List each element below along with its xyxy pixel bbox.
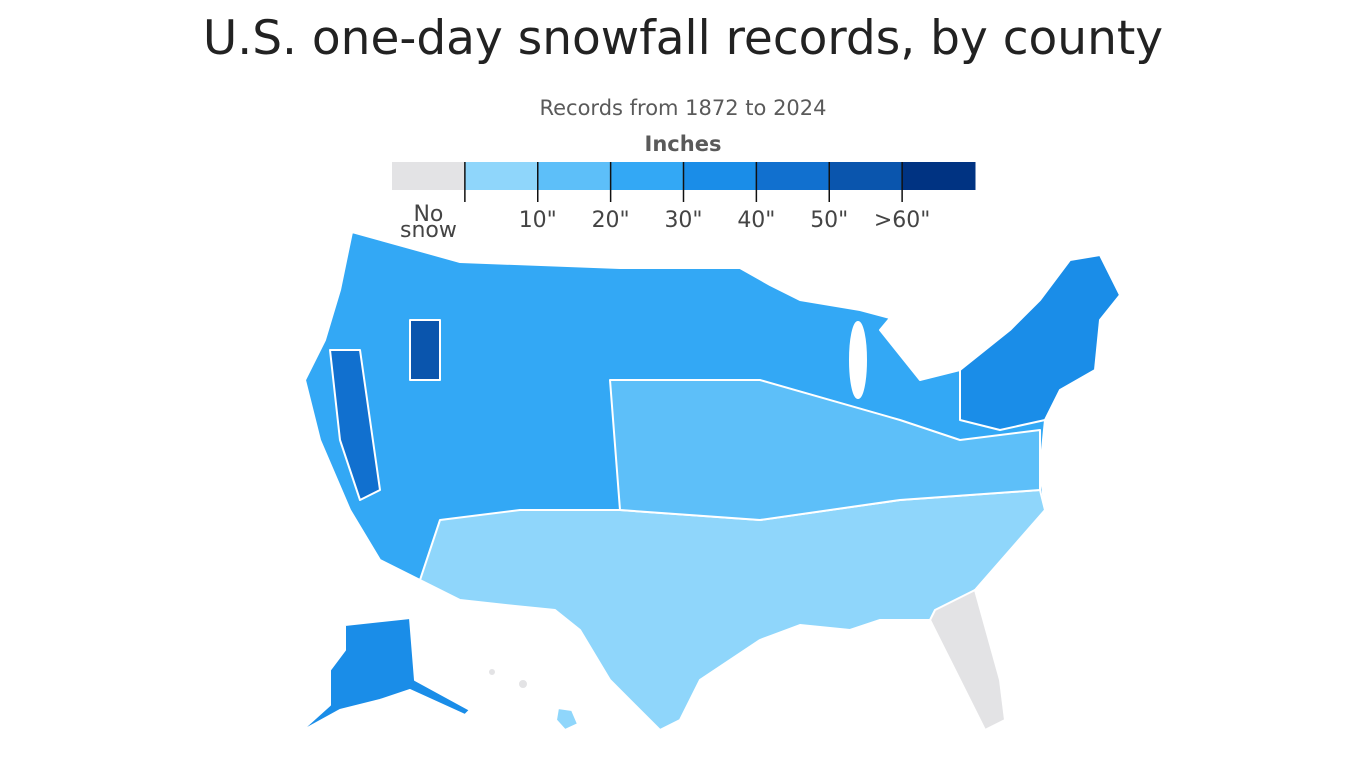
legend-label: 20" <box>592 208 630 233</box>
legend-swatch <box>683 162 757 190</box>
legend-label: 30" <box>664 208 702 233</box>
legend-swatch <box>610 162 684 190</box>
lake-michigan <box>849 321 867 399</box>
alaska <box>299 617 471 733</box>
west-high <box>329 349 381 501</box>
legend-label: >60" <box>874 208 931 233</box>
hawaii-island <box>517 678 529 690</box>
map <box>299 231 1121 733</box>
legend: No snow 10" 20" 30" 40" 50" >60" <box>392 162 976 243</box>
legend-swatch <box>537 162 612 190</box>
florida <box>929 589 1006 731</box>
legend-swatch <box>829 162 903 190</box>
title: U.S. one-day snowfall records, by county <box>203 11 1163 66</box>
legend-label: No snow <box>400 202 457 243</box>
legend-swatch <box>464 162 539 190</box>
hawaii-island <box>487 667 497 677</box>
legend-label: 40" <box>737 208 775 233</box>
rockies-high <box>409 319 441 381</box>
legend-title: Inches <box>645 132 722 156</box>
legend-swatch <box>902 162 976 190</box>
legend-label: 10" <box>519 208 557 233</box>
legend-label: 50" <box>810 208 848 233</box>
hawaii <box>555 707 579 731</box>
subtitle: Records from 1872 to 2024 <box>539 96 826 120</box>
plains-region <box>609 379 1041 521</box>
legend-swatch <box>392 162 466 190</box>
legend-swatch <box>756 162 830 190</box>
northeast-region <box>959 254 1121 431</box>
